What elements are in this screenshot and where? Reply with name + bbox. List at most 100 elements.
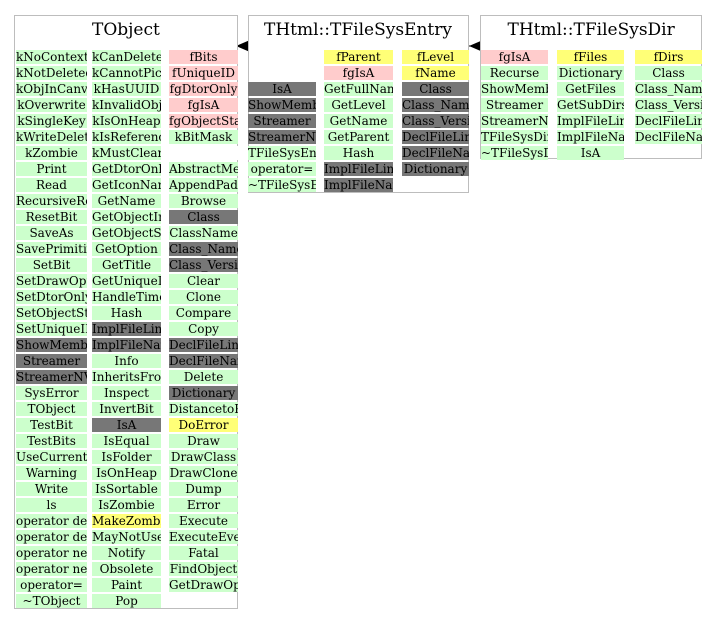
member-cell: GetName: [324, 114, 393, 128]
member-cell: GetParent: [324, 130, 393, 144]
member-cell: SysError: [16, 386, 87, 400]
member-cell: InvertBit: [92, 402, 161, 416]
member-cell: fgDtorOnly: [169, 82, 238, 96]
member-cell: DeclFileName: [402, 146, 469, 160]
member-cell: Class_Version: [169, 258, 238, 272]
member-cell: ImplFileLine: [324, 162, 393, 176]
member-cell: IsZombie: [92, 498, 161, 512]
member-cell: operator new[]: [16, 562, 87, 576]
member-cell: IsSortable: [92, 482, 161, 496]
member-cell: IsA: [92, 418, 161, 432]
member-cell: DistancetoPrimitive: [169, 402, 238, 416]
member-cell: ImplFileName: [557, 130, 624, 144]
member-cell: AppendPad: [169, 178, 238, 192]
member-cell: Inspect: [92, 386, 161, 400]
member-cell: Pop: [92, 594, 161, 608]
member-cell: Dump: [169, 482, 238, 496]
member-cell: kObjInCanvas: [16, 82, 87, 96]
member-cell: SetObjectStat: [16, 306, 87, 320]
member-cell: GetDtorOnly: [92, 162, 161, 176]
member-cell: ~TFileSysEntry: [248, 178, 316, 192]
member-cell: Class: [635, 66, 702, 80]
member-cell: AbstractMethod: [169, 162, 238, 176]
member-cell: operator delete: [16, 514, 87, 528]
member-cell: fDirs: [635, 50, 702, 64]
member-cell: GetObjectStat: [92, 226, 161, 240]
member-cell: kIsReferenced: [92, 130, 161, 144]
member-cell: IsA: [557, 146, 624, 160]
member-cell: DoError: [169, 418, 238, 432]
member-cell: Draw: [169, 434, 238, 448]
member-cell: DrawClone: [169, 466, 238, 480]
member-cell: ShowMembers: [248, 98, 316, 112]
member-cell: kBitMask: [169, 130, 238, 144]
member-cell: Obsolete: [92, 562, 161, 576]
member-cell: Streamer: [248, 114, 316, 128]
member-cell: GetLevel: [324, 98, 393, 112]
member-cell: kWriteDelete: [16, 130, 87, 144]
member-cell: TFileSysDir: [481, 130, 548, 144]
inheritance-arrowhead-1: [236, 40, 250, 52]
member-cell: Clear: [169, 274, 238, 288]
member-cell: kOverwrite: [16, 98, 87, 112]
member-cell: Streamer: [481, 98, 548, 112]
member-cell: GetName: [92, 194, 161, 208]
member-cell: Class_Name: [169, 242, 238, 256]
member-cell: StreamerNVirtual: [16, 370, 87, 384]
class-title: THtml::TFileSysDir: [507, 20, 675, 40]
member-cell: UseCurrentStyle: [16, 450, 87, 464]
member-cell: DeclFileLine: [402, 130, 469, 144]
member-cell: GetFullName: [324, 82, 393, 96]
member-cell: [169, 146, 238, 160]
member-cell: Error: [169, 498, 238, 512]
member-cell: IsEqual: [92, 434, 161, 448]
member-cell: fUniqueID: [169, 66, 238, 80]
member-cell: Class_Version: [635, 98, 702, 112]
member-cell: fgIsA: [481, 50, 548, 64]
member-cell: kNoContextMenu: [16, 50, 87, 64]
member-cell: Class_Version: [402, 114, 469, 128]
member-cell: Notify: [92, 546, 161, 560]
member-cell: Browse: [169, 194, 238, 208]
member-cell: Hash: [324, 146, 393, 160]
member-cell: ImplFileLine: [557, 114, 624, 128]
member-cell: SetUniqueID: [16, 322, 87, 336]
member-cell: StreamerNVirtual: [248, 130, 316, 144]
member-cell: TObject: [16, 402, 87, 416]
member-cell: HandleTimer: [92, 290, 161, 304]
member-cell: fFiles: [557, 50, 624, 64]
member-cell: ClassName: [169, 226, 238, 240]
member-cell: IsA: [248, 82, 316, 96]
member-cell: ~TObject: [16, 594, 87, 608]
member-cell: DeclFileLine: [169, 338, 238, 352]
member-cell: Paint: [92, 578, 161, 592]
member-cell: ~TFileSysDir: [481, 146, 548, 160]
member-cell: Class: [402, 82, 469, 96]
member-cell: RecursiveRemove: [16, 194, 87, 208]
member-cell: fgIsA: [169, 98, 238, 112]
member-cell: DeclFileLine: [635, 114, 702, 128]
member-cell: fgIsA: [324, 66, 393, 80]
member-cell: kNotDeleted: [16, 66, 87, 80]
member-cell: StreamerNVirtual: [481, 114, 548, 128]
member-cell: GetFiles: [557, 82, 624, 96]
member-cell: fBits: [169, 50, 238, 64]
member-cell: GetDrawOption: [169, 578, 238, 592]
member-cell: ShowMembers: [16, 338, 87, 352]
member-cell: Read: [16, 178, 87, 192]
member-cell: GetOption: [92, 242, 161, 256]
member-cell: ExecuteEvent: [169, 530, 238, 544]
member-cell: Class: [169, 210, 238, 224]
member-cell: DrawClass: [169, 450, 238, 464]
member-cell: GetIconName: [92, 178, 161, 192]
member-cell: TFileSysEntry: [248, 146, 316, 160]
member-cell: TestBit: [16, 418, 87, 432]
member-cell: GetSubDirs: [557, 98, 624, 112]
member-cell: Recurse: [481, 66, 548, 80]
member-cell: MakeZombie: [92, 514, 161, 528]
member-cell: kInvalidObject: [92, 98, 161, 112]
member-cell: Streamer: [16, 354, 87, 368]
member-cell: Copy: [169, 322, 238, 336]
member-cell: kMustCleanup: [92, 146, 161, 160]
member-cell: Warning: [16, 466, 87, 480]
